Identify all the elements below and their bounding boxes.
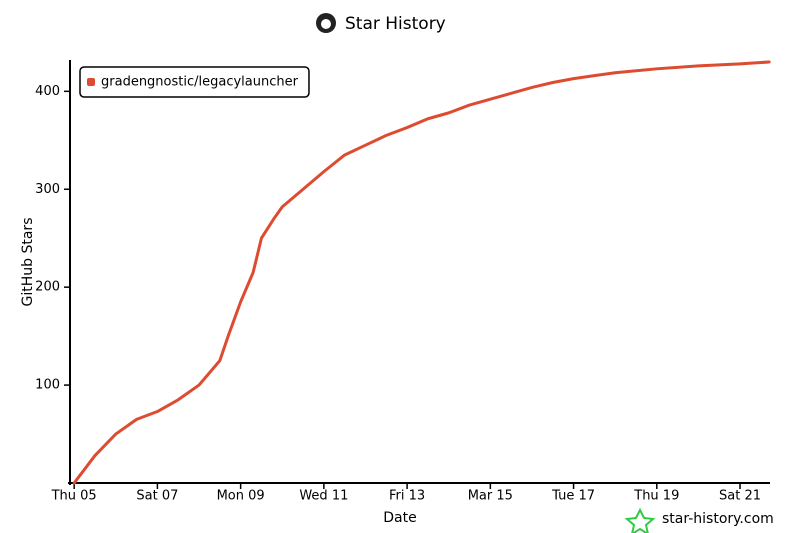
x-tick-label: Sat 21 xyxy=(719,489,761,504)
legend-box xyxy=(79,66,310,98)
x-tick-label: Fri 13 xyxy=(389,489,425,504)
x-tick-label: Mon 09 xyxy=(217,489,265,504)
x-tick-label: Mar 15 xyxy=(468,489,513,504)
logo-face xyxy=(321,19,331,29)
series-line xyxy=(72,60,771,485)
chart-title: Star History xyxy=(345,14,446,34)
x-tick-label: Thu 05 xyxy=(51,489,97,504)
y-tick-label: 100 xyxy=(35,378,60,393)
y-tick-label: 400 xyxy=(35,84,60,99)
x-tick-label: Wed 11 xyxy=(299,489,348,504)
watermark-icon xyxy=(624,507,656,533)
watermark: star-history.com xyxy=(662,511,774,527)
legend-label: gradengnostic/legacylauncher xyxy=(101,75,299,90)
x-tick-label: Thu 19 xyxy=(633,489,679,504)
y-tick-label: 200 xyxy=(35,280,60,295)
y-tick-label: 300 xyxy=(35,182,60,197)
x-tick-label: Sat 07 xyxy=(136,489,178,504)
legend-swatch xyxy=(87,78,95,86)
x-axis-label: Date xyxy=(383,510,416,526)
y-axis-label: GitHub Stars xyxy=(20,218,36,307)
x-tick-label: Tue 17 xyxy=(551,489,595,504)
